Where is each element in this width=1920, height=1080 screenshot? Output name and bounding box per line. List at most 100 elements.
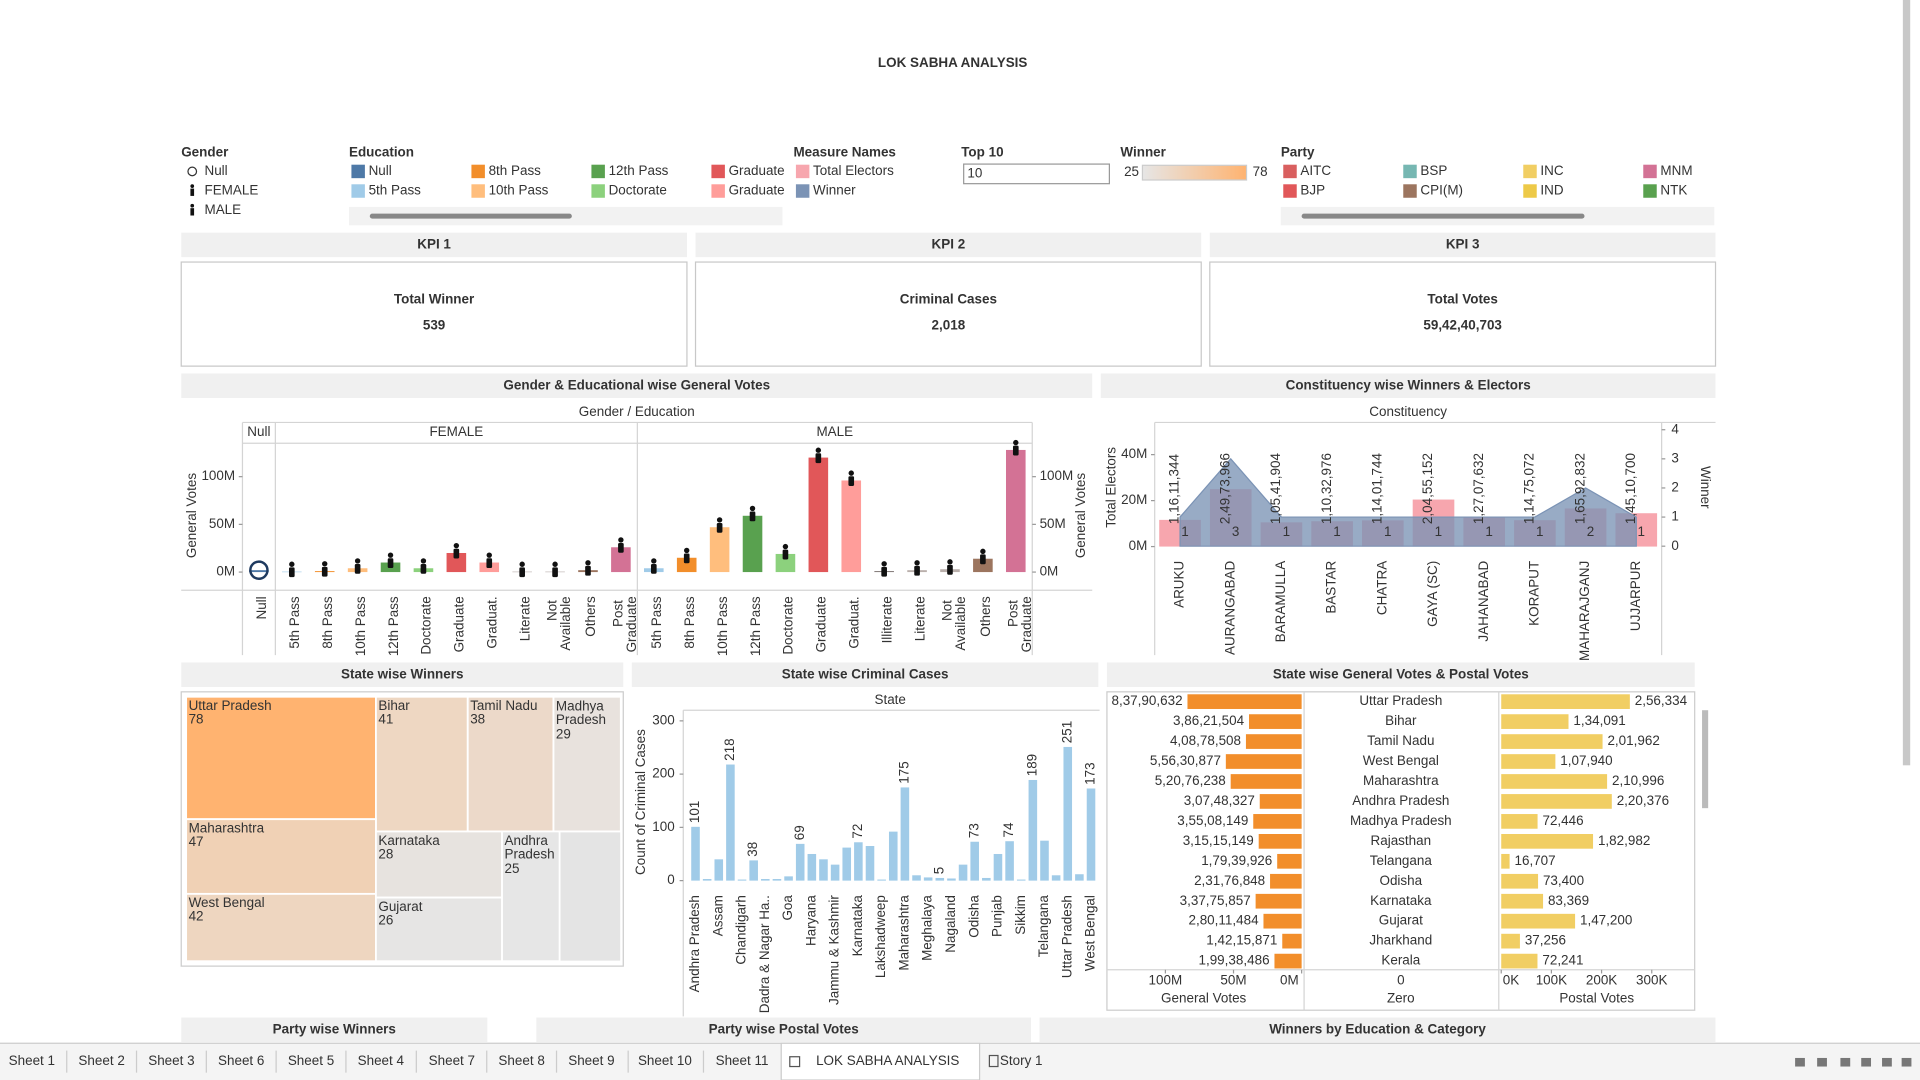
section-title: Winners by Education & Category xyxy=(1269,1021,1486,1036)
nav-icon[interactable] xyxy=(1882,1057,1892,1067)
legend-scroll-thumb[interactable] xyxy=(1301,213,1585,219)
legend-label[interactable]: FEMALE xyxy=(204,183,258,198)
bar xyxy=(877,879,886,881)
bar xyxy=(1075,874,1084,881)
sheet-tab[interactable]: Sheet 4 xyxy=(358,1053,405,1068)
legend-label[interactable]: Graduate xyxy=(729,183,785,198)
section-header xyxy=(1100,373,1716,398)
filter-title: Top 10 xyxy=(961,145,1003,160)
legend-label[interactable]: IND xyxy=(1540,183,1563,198)
parameter-input[interactable] xyxy=(963,163,1110,185)
kpi-value: 2,018 xyxy=(932,317,966,332)
sheet-tab[interactable]: Sheet 11 xyxy=(716,1053,769,1068)
sheet-tab[interactable]: Story 1 xyxy=(1000,1053,1043,1068)
x-tick-label: Telangana xyxy=(1036,895,1051,958)
nav-icon[interactable] xyxy=(1795,1057,1805,1067)
section-title: State wise Criminal Cases xyxy=(782,666,949,681)
legend-label[interactable]: Total Electors xyxy=(813,163,894,178)
data-label: 72,446 xyxy=(1542,813,1583,828)
sheet-tab[interactable]: Sheet 8 xyxy=(498,1053,544,1068)
person-icon xyxy=(848,470,854,476)
row-label: West Bengal xyxy=(1363,753,1439,768)
legend-label[interactable]: 5th Pass xyxy=(369,183,422,198)
legend-label[interactable]: INC xyxy=(1540,163,1563,178)
parameter-value[interactable]: 10 xyxy=(967,165,982,180)
legend-label[interactable]: 12th Pass xyxy=(609,163,669,178)
bar xyxy=(935,877,945,881)
legend-label[interactable]: BJP xyxy=(1300,183,1325,198)
legend-label[interactable]: MALE xyxy=(204,202,241,217)
legend-label[interactable]: Doctorate xyxy=(609,183,667,198)
person-icon xyxy=(585,560,591,566)
scrollbar[interactable] xyxy=(1702,710,1709,809)
group-label: FEMALE xyxy=(429,424,483,439)
y2-tick-label: 50M xyxy=(1040,516,1066,531)
group-label: MALE xyxy=(816,424,853,439)
section-header xyxy=(1039,1017,1716,1043)
bar xyxy=(1274,953,1302,969)
x-tick-label: Andhra Pradesh xyxy=(687,895,702,992)
treemap-cell xyxy=(501,830,561,963)
data-label: 1,14,01,744 xyxy=(1369,452,1384,524)
y-tick-label: 200 xyxy=(652,766,674,781)
legend-swatch xyxy=(351,164,365,179)
bar xyxy=(1005,841,1014,881)
legend-label[interactable]: 10th Pass xyxy=(489,183,549,198)
sheet-tab[interactable]: Sheet 10 xyxy=(638,1053,692,1068)
data-label: 175 xyxy=(896,761,911,783)
bar xyxy=(841,480,862,573)
color-ramp xyxy=(1141,164,1248,181)
sheet-tab[interactable]: Sheet 7 xyxy=(429,1053,475,1068)
kpi-value: 539 xyxy=(423,317,445,332)
data-label: 173 xyxy=(1083,762,1098,784)
sheet-tab[interactable]: Sheet 2 xyxy=(78,1053,124,1068)
nav-icon[interactable] xyxy=(1861,1057,1872,1067)
legend-swatch xyxy=(795,184,810,198)
sheet-tab[interactable]: Sheet 5 xyxy=(288,1053,334,1068)
sheet-tab[interactable]: Sheet 1 xyxy=(9,1053,55,1068)
legend-label[interactable]: AITC xyxy=(1300,163,1331,178)
legend-label[interactable]: NTK xyxy=(1660,183,1687,198)
nav-icon[interactable] xyxy=(1817,1057,1827,1067)
legend-label[interactable]: MNM xyxy=(1660,163,1692,178)
legend-scroll-thumb[interactable] xyxy=(369,213,572,219)
person-icon xyxy=(716,522,723,533)
legend-label[interactable]: CPI(M) xyxy=(1420,183,1463,198)
legend-label[interactable]: 8th Pass xyxy=(489,163,542,178)
nav-icon[interactable] xyxy=(1901,1057,1912,1067)
section-title: Party wise Winners xyxy=(273,1021,396,1036)
bar xyxy=(1501,834,1594,849)
bar xyxy=(982,877,991,881)
nav-icon[interactable] xyxy=(1840,1057,1851,1067)
person-icon xyxy=(322,561,328,567)
data-label: 1 xyxy=(1435,524,1442,539)
legend-label[interactable]: Null xyxy=(369,163,392,178)
data-label: 251 xyxy=(1059,721,1074,743)
x-tick-label: Null xyxy=(254,596,269,619)
row-label: Telangana xyxy=(1370,853,1433,868)
bar xyxy=(1263,913,1302,929)
y2-tick-label: 4 xyxy=(1671,421,1679,436)
person-icon xyxy=(387,558,394,569)
kpi-header: KPI 1 xyxy=(417,236,451,251)
treemap-cell xyxy=(185,892,377,963)
x-tick-label: Maharashtra xyxy=(896,895,911,971)
sheet-tab[interactable]: Sheet 6 xyxy=(218,1053,264,1068)
sheet-tab[interactable]: Sheet 3 xyxy=(148,1053,194,1068)
legend-label[interactable]: Graduate xyxy=(729,163,785,178)
x-axis-title: Zero xyxy=(1387,991,1415,1006)
person-icon xyxy=(420,563,427,574)
legend-swatch xyxy=(351,184,365,198)
sheet-tab[interactable]: LOK SABHA ANALYSIS xyxy=(816,1053,959,1068)
null-marker xyxy=(249,560,269,580)
bar xyxy=(912,875,921,881)
x-axis-title: Postal Votes xyxy=(1559,991,1634,1006)
legend-label[interactable]: Winner xyxy=(813,183,856,198)
x-tick-label: Nagaland xyxy=(943,895,958,953)
sheet-tab[interactable]: Sheet 9 xyxy=(568,1053,614,1068)
scrollbar[interactable] xyxy=(1902,0,1911,766)
legend-label[interactable]: Null xyxy=(204,163,227,178)
legend-label[interactable]: BSP xyxy=(1420,163,1447,178)
legend-title: Party xyxy=(1281,145,1315,160)
